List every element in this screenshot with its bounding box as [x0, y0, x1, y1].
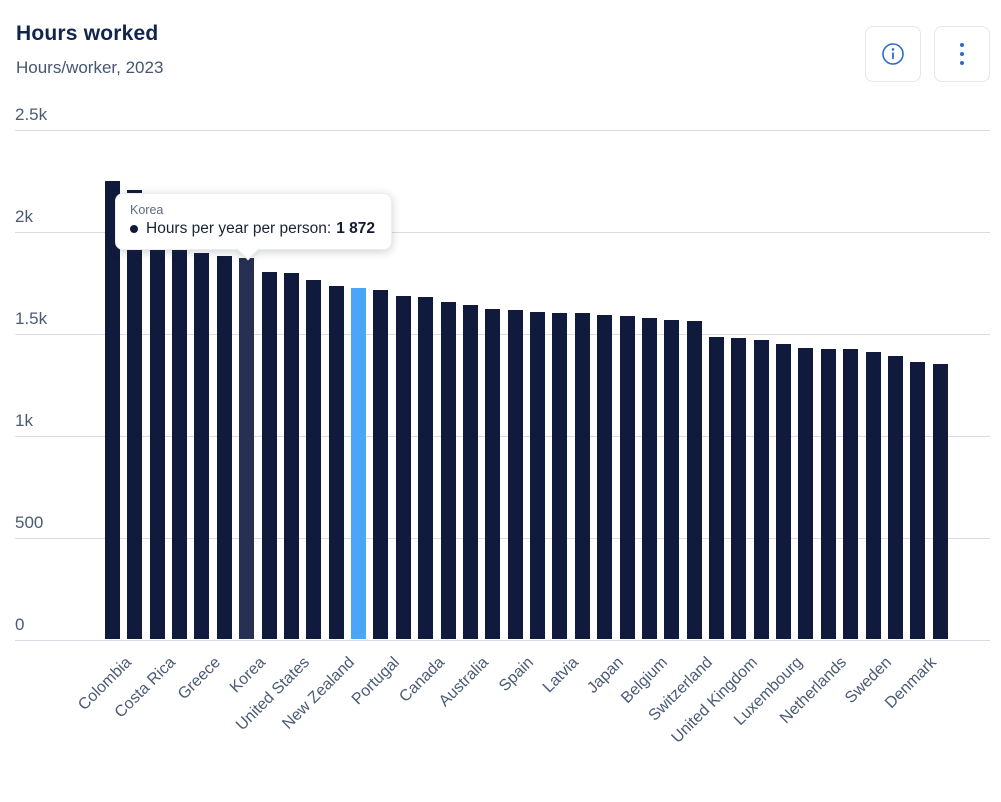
bar-sweden[interactable]	[865, 352, 881, 639]
y-tick-label: 2.5k	[15, 105, 48, 124]
bar-united-states[interactable]	[283, 273, 299, 639]
tooltip-value: 1 872	[336, 220, 376, 237]
bar-spain[interactable]	[507, 310, 523, 639]
bar-switzerland[interactable]	[686, 320, 702, 639]
bar-portugal[interactable]	[373, 289, 389, 639]
tooltip: Korea Hours per year per person: 1 872	[115, 193, 393, 261]
info-icon	[881, 42, 905, 66]
gridline-500	[15, 538, 990, 539]
bar-unlabeled-36[interactable]	[887, 356, 903, 639]
y-tick-label: 2k	[15, 207, 33, 226]
bar-unlabeled-32[interactable]	[798, 347, 814, 639]
bar-unlabeled-6[interactable]	[216, 256, 232, 639]
tooltip-country: Korea	[130, 203, 164, 217]
info-button[interactable]	[865, 26, 921, 82]
bar-colombia[interactable]	[105, 181, 120, 639]
chart-subtitle: Hours/worker, 2023	[16, 58, 164, 77]
gridline-2.5k	[15, 130, 990, 131]
bar-unlabeled-22[interactable]	[574, 313, 590, 639]
bar-unlabeled-4[interactable]	[172, 241, 188, 639]
bar-unlabeled-26[interactable]	[664, 319, 680, 639]
bar-unlabeled-8[interactable]	[261, 272, 277, 639]
bar-unlabeled-30[interactable]	[753, 339, 769, 639]
bar-canada[interactable]	[418, 297, 434, 639]
bar-latvia[interactable]	[552, 312, 568, 639]
bar-unlabeled-14[interactable]	[395, 296, 411, 639]
bar-unlabeled-12[interactable]	[351, 288, 367, 639]
bar-belgium[interactable]	[641, 318, 657, 639]
bar-greece[interactable]	[194, 253, 210, 639]
bar-unlabeled-10[interactable]	[306, 280, 322, 639]
bar-unlabeled-18[interactable]	[485, 309, 501, 639]
tooltip-metric-label: Hours per year per person:	[146, 220, 332, 237]
y-tick-label: 1.5k	[15, 309, 48, 328]
y-tick-label: 1k	[15, 411, 33, 430]
bar-unlabeled-16[interactable]	[440, 302, 456, 639]
y-tick-label: 500	[15, 513, 44, 532]
series-dot-icon	[130, 225, 138, 233]
bar-united-kingdom[interactable]	[731, 338, 747, 639]
bar-unlabeled-34[interactable]	[843, 349, 859, 639]
gridline-1k	[15, 436, 990, 437]
bar-unlabeled-28[interactable]	[708, 337, 724, 639]
tooltip-arrow	[236, 237, 260, 261]
chart-toolbar	[865, 26, 990, 82]
bar-japan[interactable]	[597, 315, 613, 639]
gridline-2k	[15, 232, 990, 233]
bar-unlabeled-20[interactable]	[530, 311, 546, 639]
more-options-button[interactable]	[934, 26, 990, 82]
bar-denmark[interactable]	[910, 362, 926, 639]
bar-unlabeled-24[interactable]	[619, 316, 635, 639]
bar-netherlands[interactable]	[820, 348, 836, 639]
gridline-0	[15, 640, 990, 641]
bar-unlabeled-38[interactable]	[932, 363, 948, 639]
tooltip-metric-row: Hours per year per person: 1 872	[130, 220, 375, 238]
bar-korea[interactable]	[239, 258, 255, 639]
gridline-1.5k	[15, 334, 990, 335]
y-tick-label: 0	[15, 615, 25, 634]
bar-australia[interactable]	[462, 305, 478, 639]
bar-unlabeled-2[interactable]	[127, 189, 143, 639]
kebab-menu-icon	[960, 43, 964, 65]
bar-new-zealand[interactable]	[328, 286, 344, 639]
bar-luxembourg[interactable]	[776, 344, 792, 639]
page-title: Hours worked	[16, 22, 159, 45]
bar-costa-rica[interactable]	[149, 197, 165, 639]
